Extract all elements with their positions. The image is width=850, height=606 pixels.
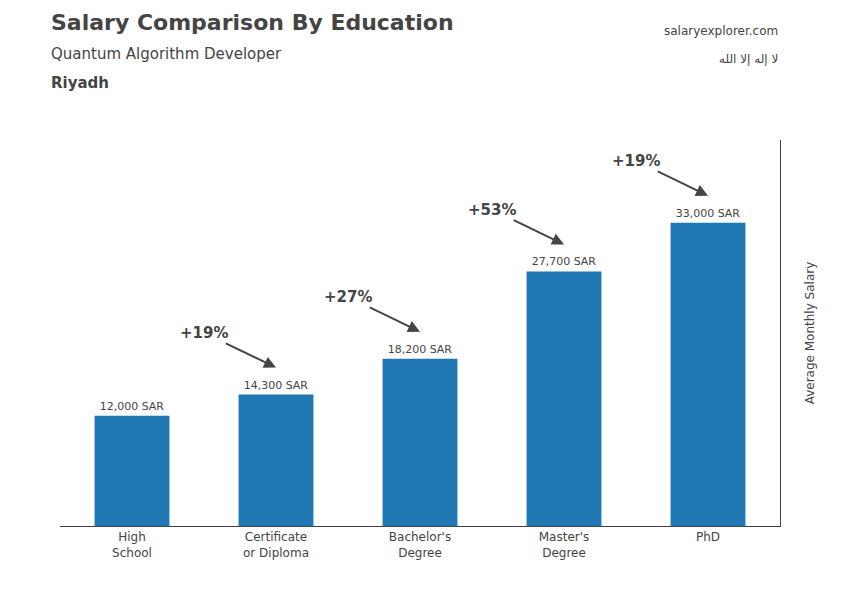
svg-text:Salary Comparison By Education: Salary Comparison By EducationQuantum Al… xyxy=(51,10,454,91)
svg-text:+19%: +19% xyxy=(180,324,228,342)
svg-text:لا إله إلا الله: لا إله إلا الله xyxy=(719,52,778,66)
svg-text:Certificateor Diploma: Certificateor Diploma xyxy=(243,530,309,560)
svg-text:18,200 SAR: 18,200 SAR xyxy=(388,343,453,356)
svg-text:PhD: PhD xyxy=(696,530,720,544)
svg-text:+19%: +19% xyxy=(612,152,660,170)
svg-text:+27%: +27% xyxy=(324,288,372,306)
svg-text:33,000 SAR: 33,000 SAR xyxy=(676,207,741,220)
svg-text:14,300 SAR: 14,300 SAR xyxy=(244,379,309,392)
svg-text:Master'sDegree: Master'sDegree xyxy=(539,530,590,560)
svg-text:Average Monthly Salary: Average Monthly Salary xyxy=(803,262,817,405)
svg-text:12,000 SAR: 12,000 SAR xyxy=(100,400,165,413)
svg-text:salaryexplorer.com: salaryexplorer.com xyxy=(664,24,778,38)
svg-text:HighSchool: HighSchool xyxy=(112,530,152,560)
svg-text:Bachelor'sDegree: Bachelor'sDegree xyxy=(389,530,451,560)
svg-text:+53%: +53% xyxy=(468,201,516,219)
svg-text:27,700 SAR: 27,700 SAR xyxy=(532,255,597,268)
